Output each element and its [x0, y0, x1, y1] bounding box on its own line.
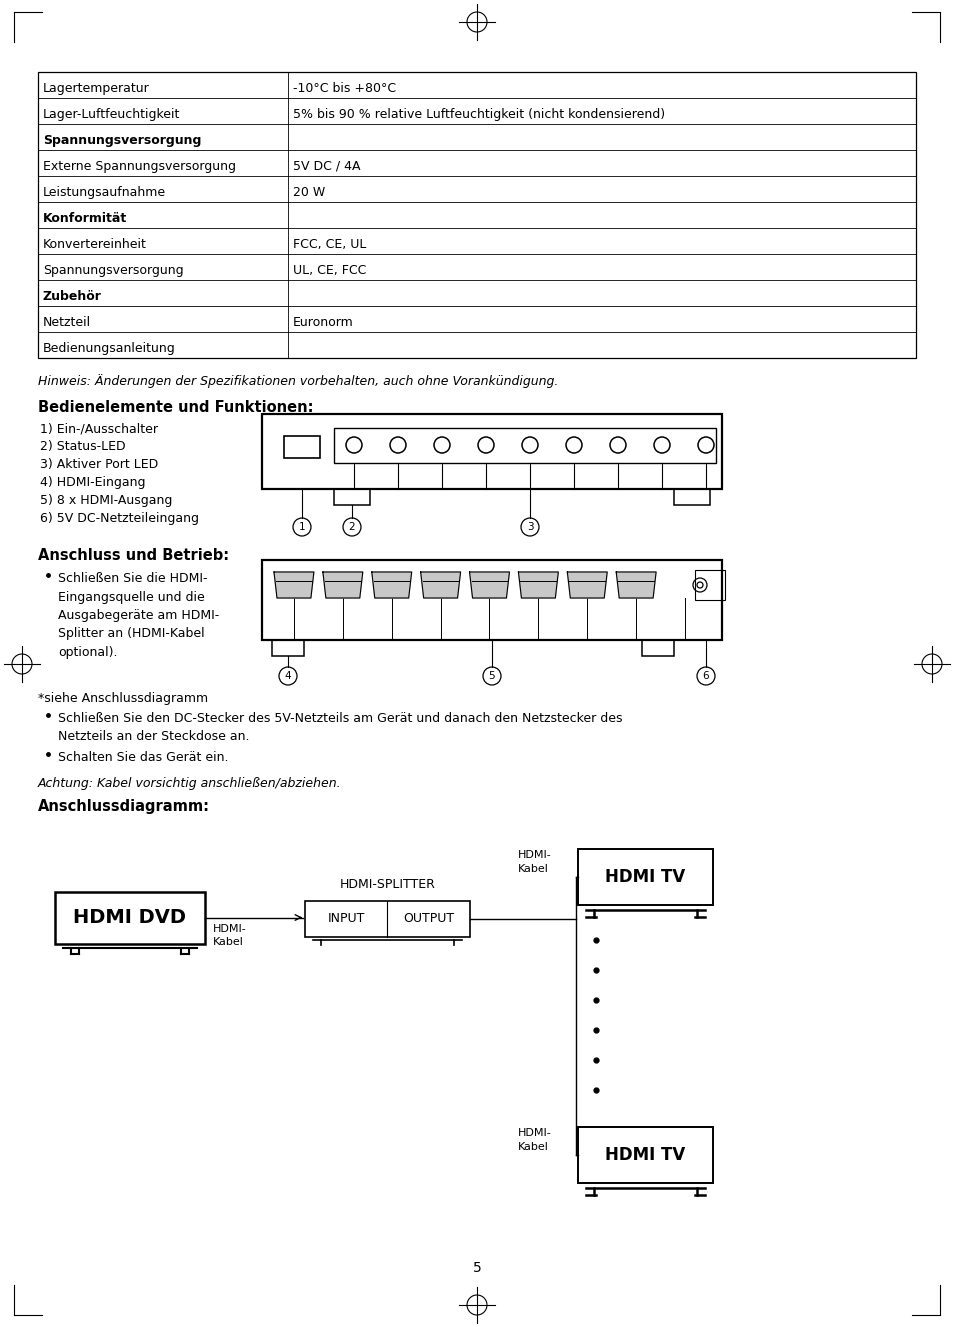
Text: 6) 5V DC-Netzteileingang: 6) 5V DC-Netzteileingang	[40, 512, 199, 525]
Bar	[641, 640, 673, 656]
Text: 1: 1	[298, 522, 305, 532]
Text: OUTPUT: OUTPUT	[403, 912, 454, 925]
Bar	[55, 892, 205, 943]
Text: 2) Status-LED: 2) Status-LED	[40, 441, 126, 453]
Text: 4: 4	[284, 671, 291, 681]
Bar	[578, 1127, 712, 1182]
Text: HDMI-
Kabel: HDMI- Kabel	[517, 851, 551, 873]
Text: 20 W: 20 W	[293, 186, 325, 199]
Bar	[284, 437, 319, 458]
Bar	[695, 571, 724, 600]
Bar	[262, 414, 721, 490]
Text: 5) 8 x HDMI-Ausgang: 5) 8 x HDMI-Ausgang	[40, 494, 172, 507]
Polygon shape	[616, 572, 656, 598]
Text: 3) Aktiver Port LED: 3) Aktiver Port LED	[40, 458, 158, 471]
Text: Euronorm: Euronorm	[293, 316, 354, 329]
Text: -10°C bis +80°C: -10°C bis +80°C	[293, 82, 395, 94]
Text: 1) Ein-/Ausschalter: 1) Ein-/Ausschalter	[40, 422, 158, 435]
Text: Externe Spannungsversorgung: Externe Spannungsversorgung	[43, 159, 235, 173]
Polygon shape	[517, 572, 558, 598]
Polygon shape	[567, 572, 607, 598]
Bar	[578, 848, 712, 905]
Text: 2: 2	[349, 522, 355, 532]
Text: Achtung: Kabel vorsichtig anschließen/abziehen.: Achtung: Kabel vorsichtig anschließen/ab…	[38, 776, 341, 790]
Text: HDMI-
Kabel: HDMI- Kabel	[213, 924, 247, 946]
Text: HDMI DVD: HDMI DVD	[73, 908, 186, 928]
Text: 6: 6	[702, 671, 709, 681]
Text: Konformität: Konformität	[43, 211, 127, 224]
Text: Schließen Sie die HDMI-
Eingangsquelle und die
Ausgabegeräte am HDMI-
Splitter a: Schließen Sie die HDMI- Eingangsquelle u…	[58, 572, 219, 660]
Polygon shape	[469, 572, 509, 598]
Polygon shape	[274, 572, 314, 598]
Bar	[262, 560, 721, 640]
Text: UL, CE, FCC: UL, CE, FCC	[293, 264, 366, 276]
Text: Hinweis: Änderungen der Spezifikationen vorbehalten, auch ohne Vorankündigung.: Hinweis: Änderungen der Spezifikationen …	[38, 374, 558, 387]
Text: HDMI-
Kabel: HDMI- Kabel	[517, 1128, 551, 1152]
Text: Schalten Sie das Gerät ein.: Schalten Sie das Gerät ein.	[58, 751, 229, 764]
Text: Spannungsversorgung: Spannungsversorgung	[43, 264, 183, 276]
Text: 5V DC / 4A: 5V DC / 4A	[293, 159, 360, 173]
Text: Bedienungsanleitung: Bedienungsanleitung	[43, 341, 175, 354]
Text: 3: 3	[526, 522, 533, 532]
Polygon shape	[420, 572, 460, 598]
Bar	[334, 490, 370, 506]
Text: *siehe Anschlussdiagramm: *siehe Anschlussdiagramm	[38, 691, 208, 705]
Bar	[38, 72, 915, 358]
Text: Anschlussdiagramm:: Anschlussdiagramm:	[38, 799, 210, 813]
Bar	[334, 429, 716, 463]
Text: Bedienelemente und Funktionen:: Bedienelemente und Funktionen:	[38, 399, 314, 415]
Text: Leistungsaufnahme: Leistungsaufnahme	[43, 186, 166, 199]
Text: Zubehör: Zubehör	[43, 289, 102, 303]
Text: HDMI TV: HDMI TV	[605, 1145, 685, 1164]
Text: FCC, CE, UL: FCC, CE, UL	[293, 238, 366, 251]
Text: 5: 5	[488, 671, 495, 681]
Text: Netzteil: Netzteil	[43, 316, 91, 329]
Bar	[305, 901, 470, 937]
Text: Konvertereinheit: Konvertereinheit	[43, 238, 147, 251]
Text: 5% bis 90 % relative Luftfeuchtigkeit (nicht kondensierend): 5% bis 90 % relative Luftfeuchtigkeit (n…	[293, 107, 664, 121]
Text: Anschluss und Betrieb:: Anschluss und Betrieb:	[38, 548, 229, 563]
Text: Lagertemperatur: Lagertemperatur	[43, 82, 150, 94]
Text: HDMI TV: HDMI TV	[605, 868, 685, 885]
Polygon shape	[372, 572, 412, 598]
Text: INPUT: INPUT	[327, 912, 365, 925]
Text: 4) HDMI-Eingang: 4) HDMI-Eingang	[40, 476, 146, 490]
Text: Spannungsversorgung: Spannungsversorgung	[43, 134, 201, 146]
Text: Lager-Luftfeuchtigkeit: Lager-Luftfeuchtigkeit	[43, 107, 180, 121]
Text: Schließen Sie den DC-Stecker des 5V-Netzteils am Gerät und danach den Netzstecke: Schließen Sie den DC-Stecker des 5V-Netz…	[58, 713, 622, 743]
Polygon shape	[322, 572, 362, 598]
Bar	[673, 490, 709, 506]
Text: 5: 5	[472, 1261, 481, 1275]
Text: HDMI-SPLITTER: HDMI-SPLITTER	[339, 877, 435, 890]
Bar	[272, 640, 304, 656]
